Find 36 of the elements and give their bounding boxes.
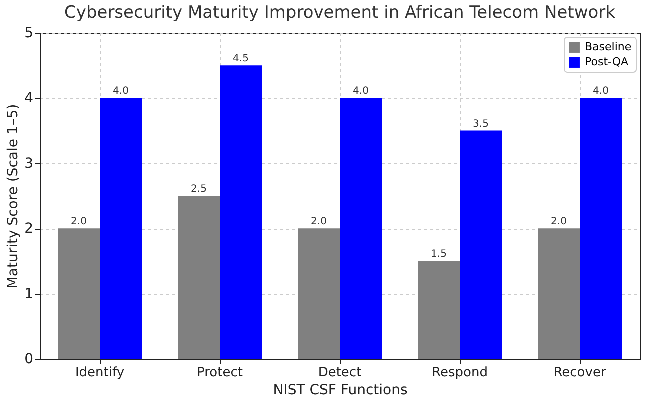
data-label: 2.5 bbox=[191, 184, 207, 195]
data-label: 3.5 bbox=[473, 118, 489, 130]
data-label: 4.5 bbox=[233, 54, 249, 65]
data-label: 4.0 bbox=[353, 86, 369, 98]
y-tick-label: 4 bbox=[24, 90, 34, 107]
bar bbox=[538, 228, 580, 359]
y-tick-label: 1 bbox=[24, 286, 34, 302]
data-label: 4.0 bbox=[113, 86, 129, 98]
bar bbox=[418, 261, 460, 359]
x-tick-label: Detect bbox=[318, 366, 362, 380]
data-label: 2.0 bbox=[551, 216, 567, 228]
legend-label: Post-QA bbox=[585, 56, 630, 68]
y-tick-label: 5 bbox=[24, 26, 34, 42]
bar bbox=[100, 98, 142, 359]
bar bbox=[460, 130, 502, 359]
y-tick-label: 3 bbox=[24, 156, 34, 172]
bar bbox=[58, 228, 100, 359]
x-axis-title: NIST CSF Functions bbox=[273, 382, 408, 398]
bar bbox=[178, 196, 220, 359]
legend-label: Baseline bbox=[585, 40, 632, 54]
data-label: 4.0 bbox=[593, 86, 609, 98]
x-tick-label: Protect bbox=[197, 366, 243, 380]
x-tick-label: Recover bbox=[554, 366, 607, 380]
bar bbox=[298, 228, 340, 359]
y-tick-label: 2 bbox=[24, 221, 34, 238]
chart-title: Cybersecurity Maturity Improvement in African Telecom Network bbox=[64, 3, 616, 23]
bar bbox=[220, 66, 262, 359]
bar bbox=[340, 98, 382, 359]
y-axis-title: Maturity Score (Scale 1–5) bbox=[6, 104, 22, 289]
data-label: 2.0 bbox=[71, 216, 87, 228]
data-label: 2.0 bbox=[311, 216, 327, 228]
y-tick-label: 0 bbox=[24, 352, 34, 368]
x-tick-label: Respond bbox=[432, 366, 488, 380]
data-label: 1.5 bbox=[431, 249, 447, 260]
bar bbox=[580, 98, 622, 359]
x-tick-label: Identify bbox=[75, 366, 125, 380]
